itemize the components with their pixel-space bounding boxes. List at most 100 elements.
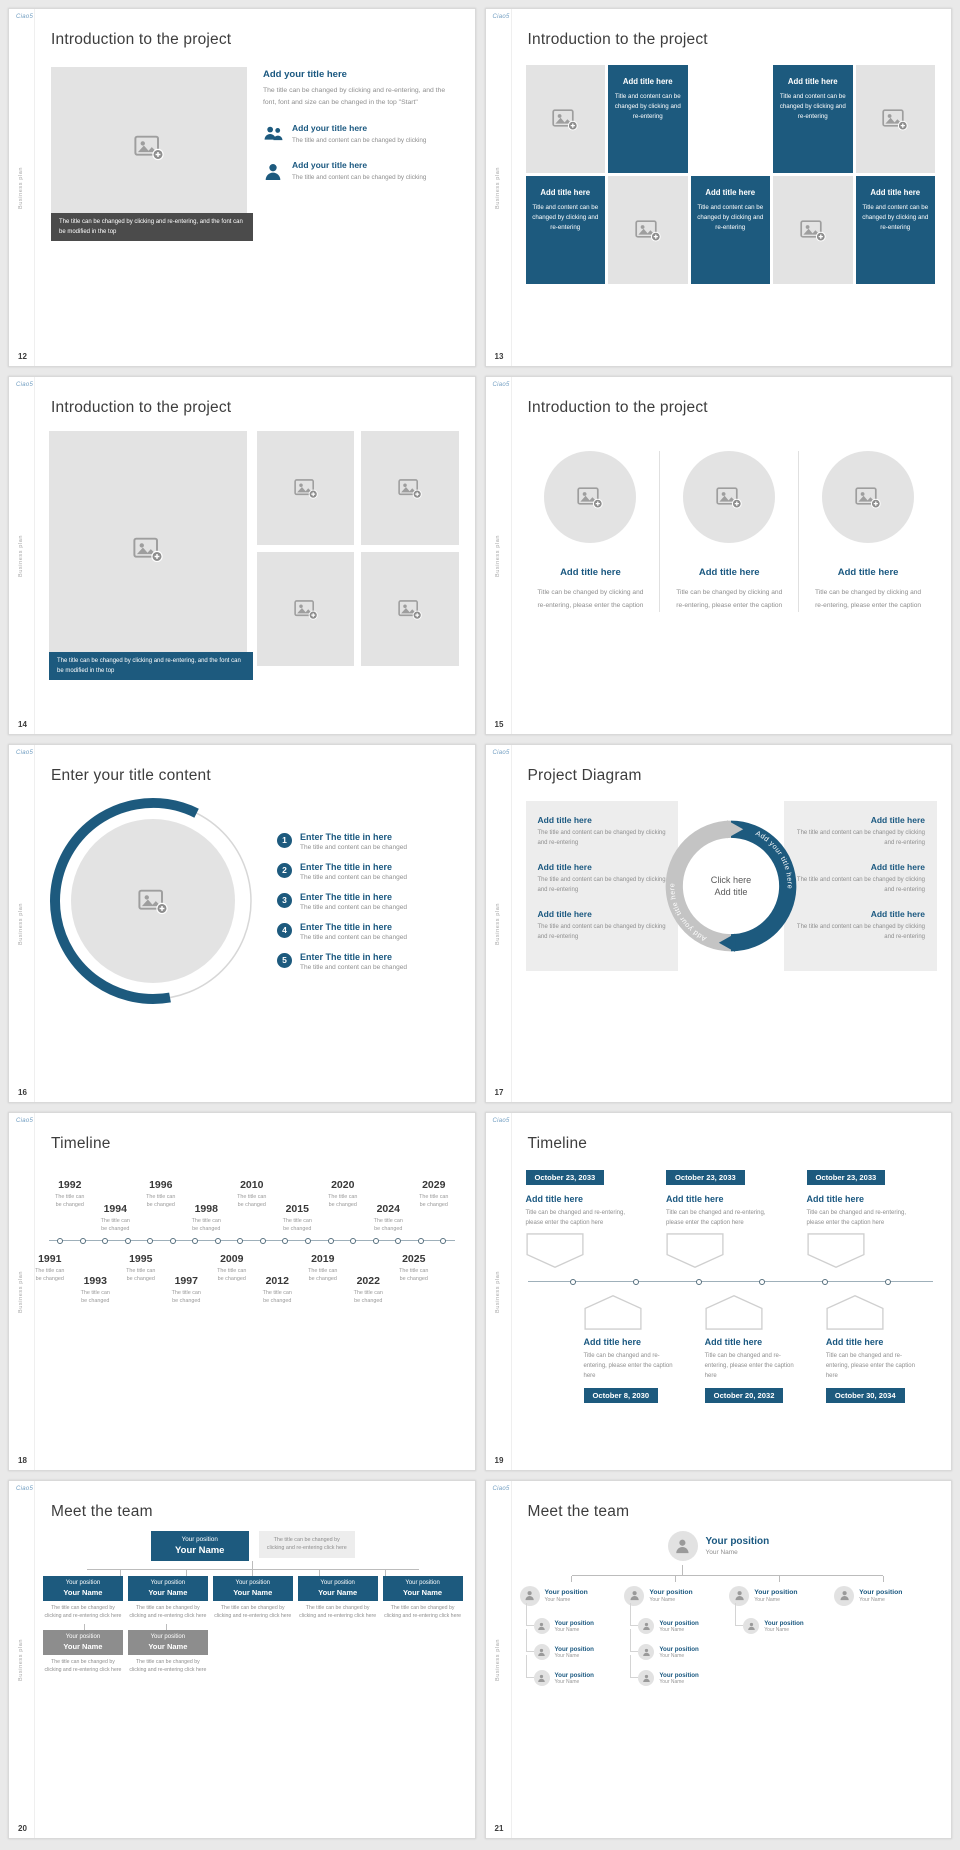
timeline-caption: The title can be changed xyxy=(328,1194,358,1209)
member-caption: The title can be changed by clicking and… xyxy=(44,1659,122,1674)
feature-text: Add your title here The title and conten… xyxy=(292,123,426,146)
block-body: The title and content can be changed by … xyxy=(796,924,925,940)
feature-item: Add your title here The title and conten… xyxy=(263,160,461,183)
connector-line xyxy=(674,1576,676,1582)
member-text: Your position Your Name xyxy=(649,1589,692,1603)
slide-13[interactable]: Ciao5 Business plan Introduction to the … xyxy=(484,8,952,367)
slide-side-strip: Business plan xyxy=(486,745,512,1102)
member-text: Your position Your Name xyxy=(555,1620,594,1633)
org-member-row: Your position Your Name The title can be… xyxy=(43,1576,463,1620)
sidebar-vertical-label: Business plan xyxy=(18,1638,24,1681)
column-heading: Add title here xyxy=(698,567,760,578)
timeline-top-groups: October 23, 2033 Add title here Title ca… xyxy=(525,1167,936,1274)
slide-content: Add title here The title and content can… xyxy=(525,801,937,971)
slide-16[interactable]: Ciao5 Business plan Enter your title con… xyxy=(8,744,476,1103)
member-position: Your position xyxy=(764,1619,804,1627)
feature-item: Add your title here The title and conten… xyxy=(263,123,461,146)
org-chart: Your position Your Name The title can be… xyxy=(43,1531,463,1674)
slide-14[interactable]: Ciao5 Business plan Introduction to the … xyxy=(8,376,476,735)
date-banner: October 23, 2033 xyxy=(806,1170,886,1185)
org-branch: Your position Your Name Your position Yo… xyxy=(519,1584,621,1696)
member-text: Your position Your Name xyxy=(555,1646,594,1659)
slide-20[interactable]: Ciao5 Business plan Meet the team Your p… xyxy=(8,1480,476,1839)
block-heading: Add your title here xyxy=(292,159,368,170)
connector-line xyxy=(87,1569,419,1570)
item-body: The title and content can be changed xyxy=(300,963,407,971)
timeline-caption: The title can be changed xyxy=(399,1268,429,1283)
tag-shape xyxy=(705,1294,763,1330)
timeline: 1992 The title can be changed 1994 The t… xyxy=(35,1179,457,1305)
member-name: Your Name xyxy=(659,1678,685,1685)
tile-heading: Add title here xyxy=(622,77,673,86)
feature-text: Add your title here The title and conten… xyxy=(292,160,426,183)
image-placeholder-icon xyxy=(577,485,604,509)
slide-15[interactable]: Ciao5 Business plan Introduction to the … xyxy=(484,376,952,735)
sidebar-vertical-label: Business plan xyxy=(494,166,501,209)
group-body: Title can be changed and re-entering, pl… xyxy=(583,1352,673,1379)
text-tile: Add title here Title and content can be … xyxy=(690,176,770,284)
main-image-placeholder: The title can be changed by clicking and… xyxy=(51,67,253,241)
page-number: 20 xyxy=(18,1824,27,1833)
timeline-item: 1996 The title can be changed xyxy=(138,1179,184,1233)
member-position: Your position xyxy=(65,1634,101,1641)
column-body: Title can be changed by clicking and re-… xyxy=(815,589,922,609)
team-member: Your position Your Name xyxy=(630,1655,725,1686)
timeline-dots xyxy=(526,1278,936,1285)
slide-18[interactable]: Ciao5 Business plan Timeline 1992 The ti… xyxy=(8,1112,476,1471)
numbered-item: 3 Enter The title in here The title and … xyxy=(277,892,461,911)
slide-17[interactable]: Ciao5 Business plan Project Diagram Add … xyxy=(484,744,952,1103)
member-box: Your position Your Name xyxy=(382,1576,463,1601)
connector-line xyxy=(252,1570,254,1576)
member-text: Your position Your Name xyxy=(754,1589,797,1603)
item-body: The title and content can be changed xyxy=(300,903,407,911)
time line-top-row: 1992 The title can be changed 1994 The t… xyxy=(47,1179,457,1233)
brand-logo: Ciao5 xyxy=(492,1486,510,1492)
member-box: Your position Your Name xyxy=(43,1630,123,1656)
block-body: The title and content can be changed by … xyxy=(537,830,666,846)
person-icon xyxy=(263,162,283,183)
group-body: Title can be changed and re-entering, pl… xyxy=(704,1352,794,1379)
item-number-badge: 1 xyxy=(277,832,292,848)
connector-line xyxy=(318,1570,320,1576)
timeline-caption: The title can be changed xyxy=(191,1218,221,1233)
page-number: 18 xyxy=(18,1456,27,1465)
brand-logo: Ciao5 xyxy=(16,14,34,20)
image-frame xyxy=(49,431,247,666)
item-text: Enter The title in here The title and co… xyxy=(300,862,407,881)
content-column: Add title here Title can be changed by c… xyxy=(659,451,798,613)
group-body: Title can be changed and re-entering, pl… xyxy=(525,1210,626,1226)
member-name: Your Name xyxy=(554,1626,580,1633)
tile-body: Title and content can be changed by clic… xyxy=(614,93,681,121)
timeline-node-dot xyxy=(395,1238,402,1245)
slide-19[interactable]: Ciao5 Business plan Timeline October 23,… xyxy=(484,1112,952,1471)
timeline-node-dot xyxy=(79,1238,86,1245)
slide-content: The title can be changed by clicking and… xyxy=(51,67,461,241)
slide-21[interactable]: Ciao5 Business plan Meet the team Your p… xyxy=(484,1480,952,1839)
item-body: The title and content can be changed xyxy=(300,933,407,941)
timeline-caption: The title can be changed xyxy=(100,1218,130,1233)
member-name: Your Name xyxy=(175,1545,225,1556)
org-connectors xyxy=(520,1565,936,1582)
team-member: Your position Your Name xyxy=(735,1603,830,1634)
timeline-group: October 23, 2033 Add title here Title ca… xyxy=(806,1167,936,1274)
date-banner: October 23, 2033 xyxy=(525,1170,605,1185)
member-caption: The title can be changed by clicking and… xyxy=(214,1605,292,1620)
panel-block: Add title here The title and content can… xyxy=(538,862,667,895)
column-heading: Add title here xyxy=(837,567,899,578)
group-body: Title can be changed and re-entering, pl… xyxy=(666,1210,766,1226)
timeline-node-dot xyxy=(57,1238,63,1245)
member-caption: The title can be changed by clicking and… xyxy=(129,1605,207,1620)
date-banner: October 20, 2032 xyxy=(704,1388,784,1404)
member-name: Your Name xyxy=(63,1588,103,1597)
timeline-group: Add title here Title can be changed and … xyxy=(583,1290,693,1404)
member-position: Your position xyxy=(705,1536,770,1547)
tag-shape xyxy=(583,1294,642,1330)
avatar-icon xyxy=(533,1618,550,1634)
timeline-item: 1993 The title can be changed xyxy=(73,1253,119,1305)
block-body: The title and content can be changed by … xyxy=(796,830,925,846)
timeline-item: 2024 The title can be changed xyxy=(366,1179,412,1233)
item-number-badge: 3 xyxy=(277,892,292,908)
sub-members: Your position Your Name Your position Yo… xyxy=(624,1603,725,1686)
tile-body: Title and content can be changed by clic… xyxy=(697,204,764,232)
slide-12[interactable]: Ciao5 Business plan Introduction to the … xyxy=(8,8,476,367)
